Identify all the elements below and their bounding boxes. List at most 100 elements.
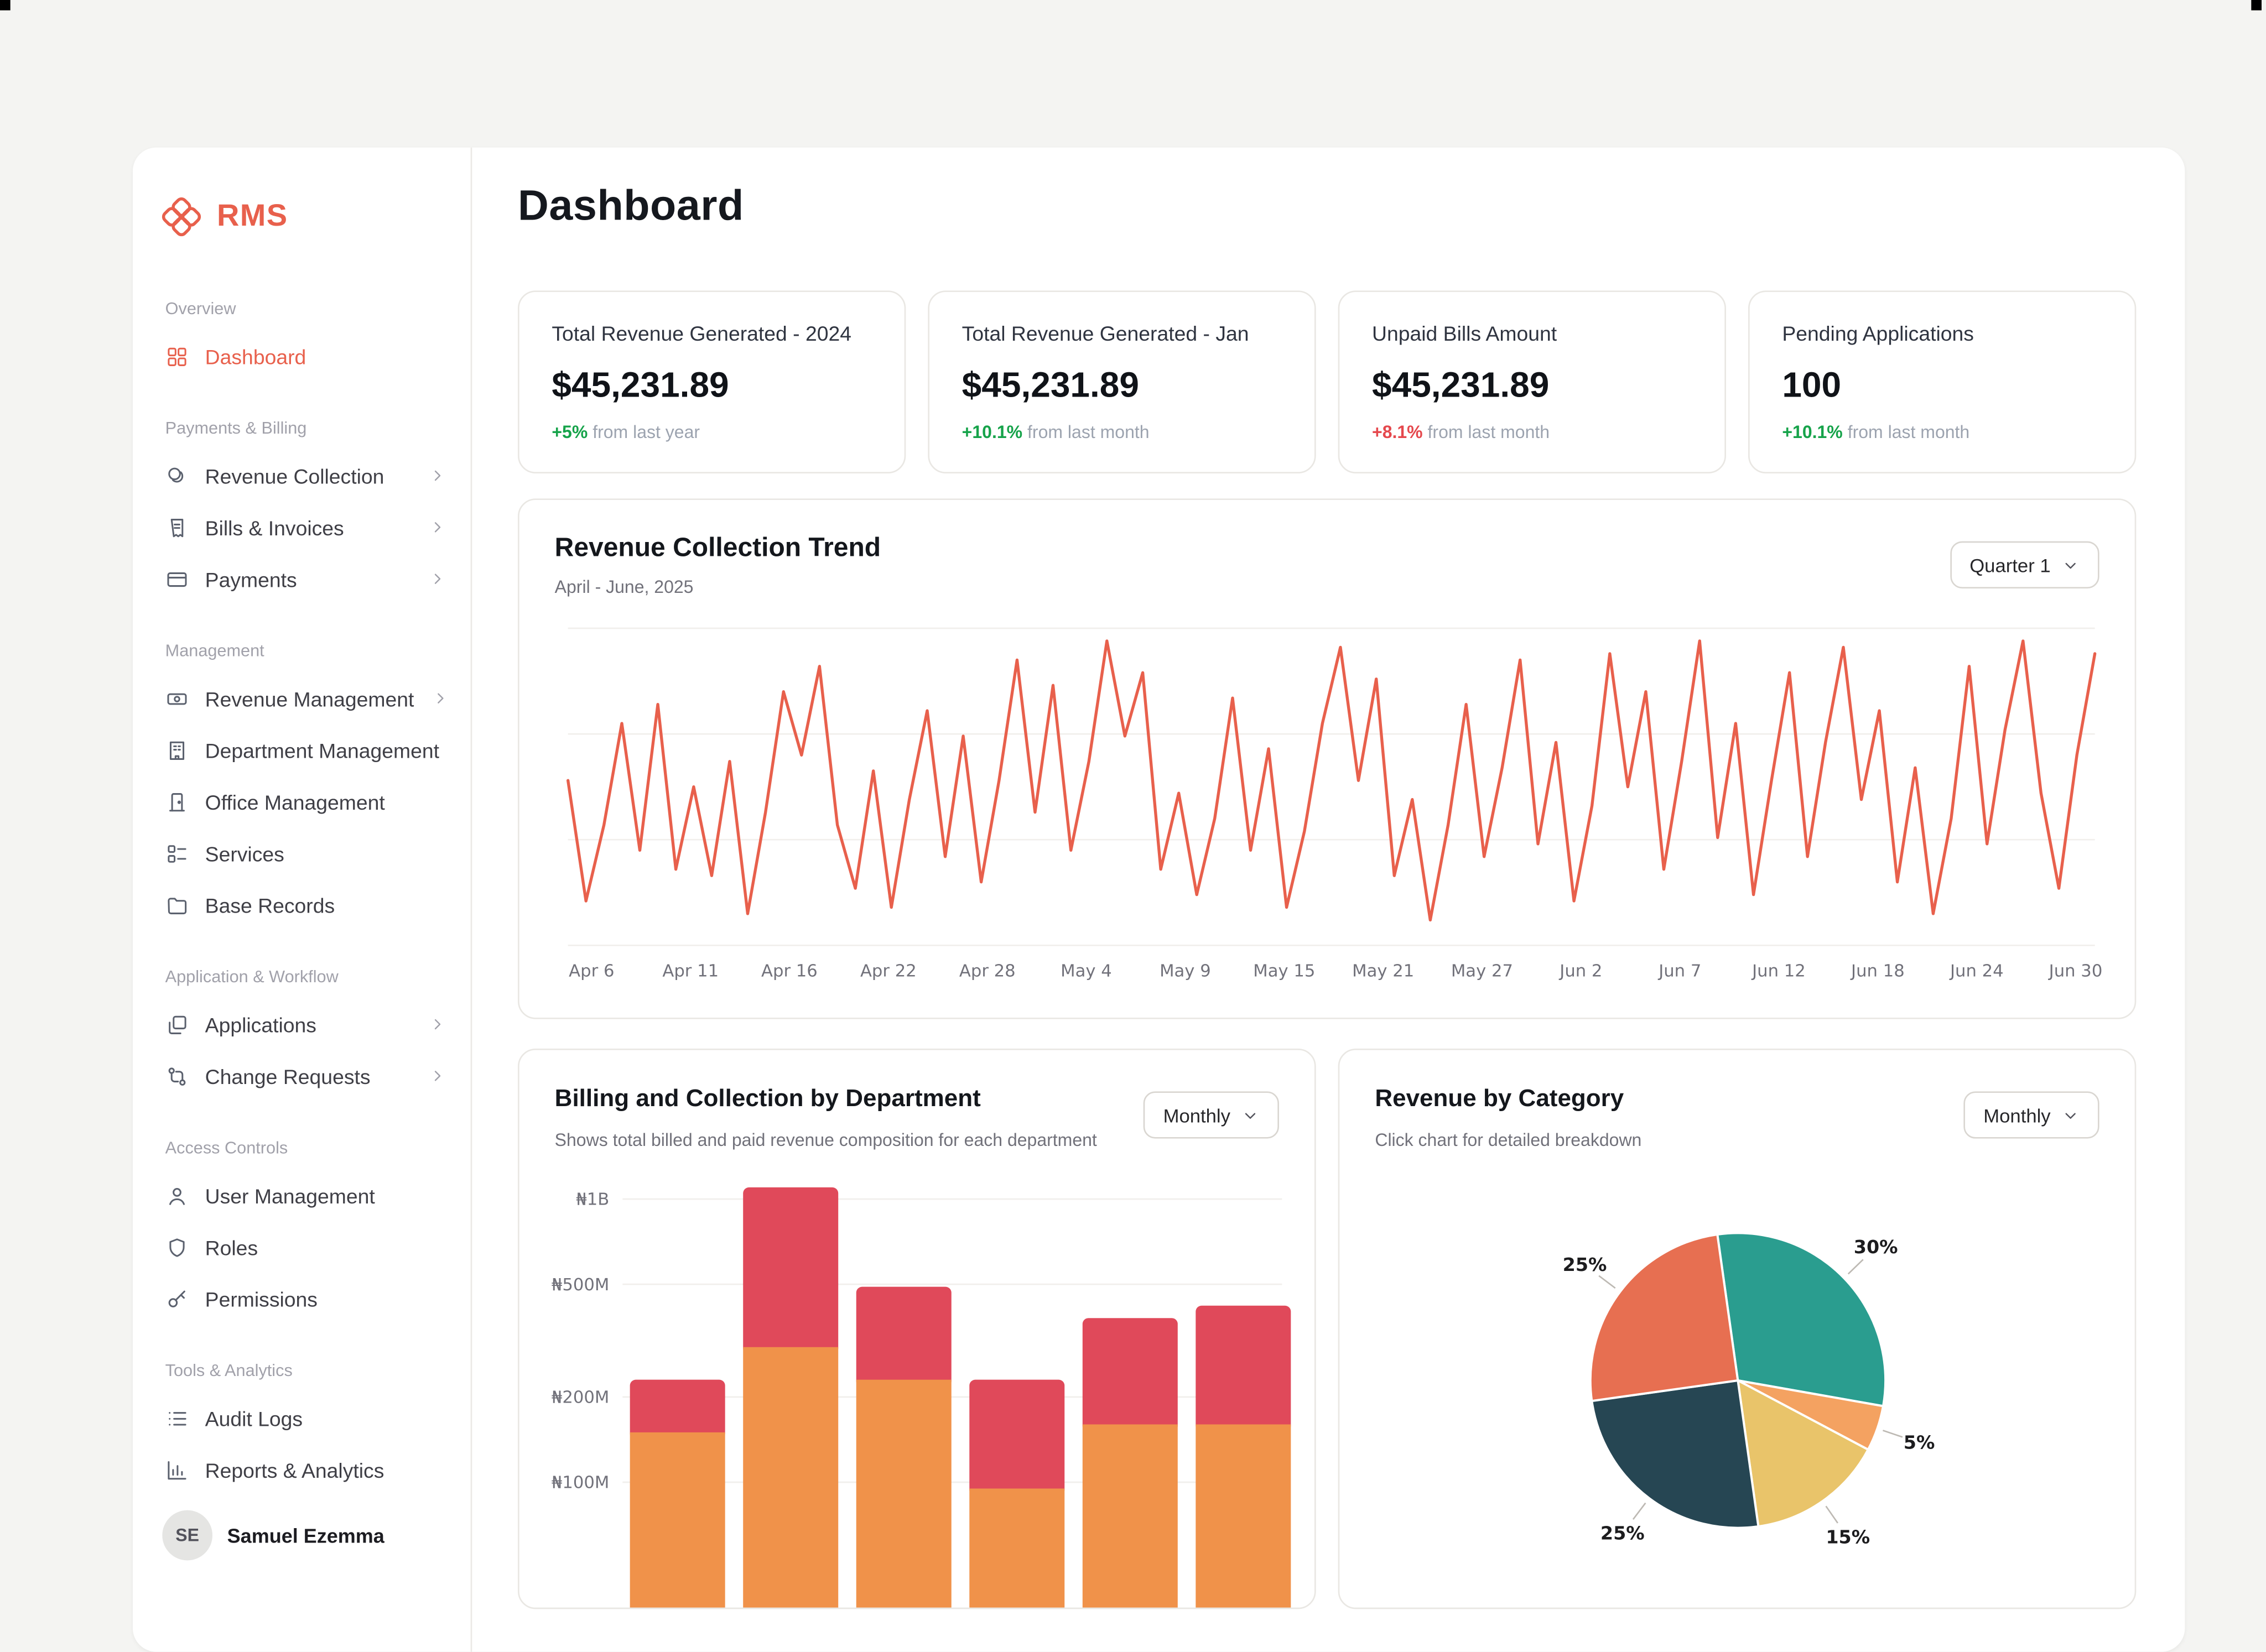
dashboard-icon <box>165 345 189 368</box>
stat-card-pending-applications: Pending Applications 100 +10.1% from las… <box>1748 290 2137 473</box>
svg-text:30%: 30% <box>1854 1236 1898 1258</box>
stat-delta-suffix: from last month <box>1027 421 1150 442</box>
chevron-right-icon <box>430 689 450 708</box>
svg-text:May 21: May 21 <box>1352 961 1414 981</box>
coins-icon <box>165 464 189 488</box>
sidebar-item-revenue-management[interactable]: Revenue Management <box>133 673 471 724</box>
sidebar-section-overview: Overview <box>165 301 236 319</box>
page-title: Dashboard <box>518 183 744 230</box>
svg-text:Jun 24: Jun 24 <box>1949 961 2004 981</box>
layout-list-icon <box>165 841 189 865</box>
sidebar-item-permissions[interactable]: Permissions <box>133 1273 471 1324</box>
sidebar-section-access-controls: Access Controls <box>165 1140 288 1158</box>
stat-delta: +10.1% <box>1782 421 1843 442</box>
avatar: SE <box>162 1510 212 1561</box>
stat-footnote: +5% from last year <box>552 422 872 442</box>
stat-footnote: +8.1% from last month <box>1372 422 1692 442</box>
screen-corner-artifact <box>0 0 11 11</box>
svg-text:₦100M: ₦100M <box>552 1473 609 1493</box>
stat-value: 100 <box>1782 366 1842 406</box>
billing-card-subtitle: Shows total billed and paid revenue comp… <box>554 1129 1097 1150</box>
revenue-trend-card: Revenue Collection Trend April - June, 2… <box>518 498 2137 1019</box>
svg-text:5%: 5% <box>1904 1431 1935 1453</box>
git-compare-icon <box>165 1064 189 1088</box>
svg-text:Apr 6: Apr 6 <box>569 961 614 981</box>
stat-delta: +5% <box>552 421 588 442</box>
stat-value: $45,231.89 <box>962 366 1139 406</box>
sidebar-item-user-management[interactable]: User Management <box>133 1170 471 1221</box>
brand: RMS <box>159 195 471 239</box>
svg-text:Jun 30: Jun 30 <box>2048 961 2102 981</box>
stat-card-total-revenue-2024: Total Revenue Generated - 2024 $45,231.8… <box>518 290 906 473</box>
chevron-down-icon <box>2061 1106 2080 1125</box>
svg-text:Jun 2: Jun 2 <box>1558 961 1602 981</box>
billing-monthly-dropdown[interactable]: Monthly <box>1144 1091 1279 1139</box>
sidebar-item-office-management[interactable]: Office Management <box>133 776 471 827</box>
svg-text:Jun 12: Jun 12 <box>1751 961 1806 981</box>
stat-title: Pending Applications <box>1782 321 1974 345</box>
user-profile[interactable]: SE Samuel Ezemma <box>162 1510 384 1561</box>
receipt-icon <box>165 515 189 539</box>
chevron-right-icon <box>428 466 447 486</box>
stat-delta: +10.1% <box>962 421 1023 442</box>
svg-text:Apr 22: Apr 22 <box>860 961 917 981</box>
svg-text:Jun 7: Jun 7 <box>1657 961 1701 981</box>
sidebar-item-audit-logs[interactable]: Audit Logs <box>133 1392 471 1443</box>
svg-text:May 27: May 27 <box>1451 961 1513 981</box>
quarter-dropdown-value: Quarter 1 <box>1969 554 2051 576</box>
chevron-right-icon <box>428 1066 447 1086</box>
sidebar-item-roles[interactable]: Roles <box>133 1221 471 1273</box>
key-icon <box>165 1287 189 1311</box>
stat-delta-suffix: from last year <box>593 421 700 442</box>
sidebar-item-revenue-collection[interactable]: Revenue Collection <box>133 450 471 501</box>
trend-card-subtitle: April - June, 2025 <box>554 576 694 597</box>
svg-text:May 15: May 15 <box>1253 961 1315 981</box>
folder-icon <box>165 893 189 917</box>
svg-text:Apr 11: Apr 11 <box>662 961 719 981</box>
sidebar-item-reports-analytics[interactable]: Reports & Analytics <box>133 1444 471 1495</box>
billing-dropdown-value: Monthly <box>1163 1104 1230 1126</box>
category-monthly-dropdown[interactable]: Monthly <box>1964 1091 2099 1139</box>
svg-text:25%: 25% <box>1600 1522 1645 1544</box>
stat-card-unpaid-bills: Unpaid Bills Amount $45,231.89 +8.1% fro… <box>1338 290 1726 473</box>
revenue-category-pie-chart[interactable]: 30% 5% 15% 25% 25% <box>1339 1050 2136 1609</box>
credit-card-icon <box>165 567 189 591</box>
sidebar-section-application-workflow: Application & Workflow <box>165 969 339 987</box>
billing-card-title: Billing and Collection by Department <box>554 1085 981 1112</box>
sidebar-section-management: Management <box>165 643 264 661</box>
category-dropdown-value: Monthly <box>1983 1104 2051 1126</box>
sidebar-item-bills-invoices[interactable]: Bills & Invoices <box>133 502 471 553</box>
stat-footnote: +10.1% from last month <box>1782 422 2102 442</box>
sidebar-item-dashboard[interactable]: Dashboard <box>133 330 471 382</box>
stat-delta-suffix: from last month <box>1847 421 1970 442</box>
stat-value: $45,231.89 <box>1372 366 1550 406</box>
category-card-title: Revenue by Category <box>1375 1085 1624 1112</box>
quarter-dropdown[interactable]: Quarter 1 <box>1950 541 2099 588</box>
revenue-by-category-card: 30% 5% 15% 25% 25% Revenue by Category Click… <box>1338 1049 2137 1609</box>
sidebar-item-base-records[interactable]: Base Records <box>133 879 471 930</box>
sidebar-item-change-requests[interactable]: Change Requests <box>133 1050 471 1102</box>
sidebar-item-services[interactable]: Services <box>133 827 471 879</box>
billing-department-bar-chart[interactable]: ₦1B ₦500M ₦200M ₦100M <box>519 1050 1316 1609</box>
svg-text:Jun 18: Jun 18 <box>1850 961 1905 981</box>
stat-title: Total Revenue Generated - 2024 <box>552 321 852 345</box>
sidebar-item-department-management[interactable]: Department Management <box>133 724 471 775</box>
svg-text:₦1B: ₦1B <box>576 1190 609 1210</box>
copy-icon <box>165 1013 189 1036</box>
sidebar: RMS Overview Dashboard Payments & Billin… <box>133 147 472 1652</box>
revenue-trend-line-chart[interactable]: Apr 6 Apr 11 Apr 16 Apr 22 Apr 28 May 4 May 9 M… <box>555 618 2102 996</box>
main-content: Dashboard Total Revenue Generated - 2024… <box>472 148 2185 1652</box>
stat-title: Unpaid Bills Amount <box>1372 321 1557 345</box>
app-window: RMS Overview Dashboard Payments & Billin… <box>133 147 2185 1652</box>
chevron-down-icon <box>1241 1106 1260 1125</box>
sidebar-item-payments[interactable]: Payments <box>133 553 471 604</box>
rms-logo-icon <box>159 195 204 239</box>
stat-title: Total Revenue Generated - Jan <box>962 321 1249 345</box>
banknote-icon <box>165 686 189 710</box>
stat-delta: +8.1% <box>1372 421 1423 442</box>
chevron-right-icon <box>428 569 447 588</box>
sidebar-item-applications[interactable]: Applications <box>133 998 471 1050</box>
stat-footnote: +10.1% from last month <box>962 422 1282 442</box>
svg-text:May 9: May 9 <box>1160 961 1211 981</box>
sidebar-section-tools-analytics: Tools & Analytics <box>165 1363 293 1380</box>
